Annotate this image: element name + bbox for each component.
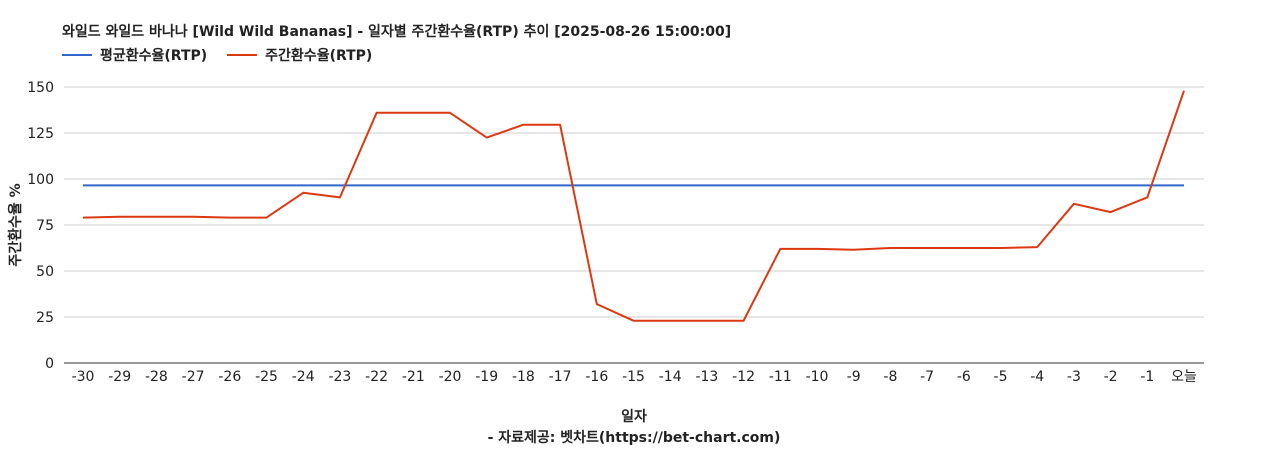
x-tick-label: -10 (806, 369, 829, 385)
series-lines (82, 90, 1185, 322)
legend-label-average: 평균환수율(RTP) (100, 48, 208, 64)
x-axis-ticks: -30 -29 -28 -27 -26 -25 -24 -23 -22 -21 -20 -19 -18-… (72, 369, 1197, 385)
legend-swatch-weekly (227, 54, 258, 56)
legend-item-average[interactable]: 평균환수율(RTP) (62, 45, 207, 65)
x-tick-label: -17 (549, 369, 572, 385)
chart-legend: 평균환수율(RTP) 주간환수율(RTP) (62, 45, 392, 65)
x-tick-label: -2 (1104, 369, 1118, 385)
x-axis-title: 일자 (621, 409, 647, 425)
x-tick-label: -16 (585, 369, 608, 385)
x-tick-label: -5 (994, 369, 1008, 385)
x-tick-label: -30 (72, 369, 95, 385)
x-tick-label: -28 (145, 369, 168, 385)
x-tick-label: -4 (1030, 369, 1044, 385)
x-tick-label: -9 (847, 369, 861, 385)
x-tick-label: -23 (328, 369, 351, 385)
x-tick-label: -20 (439, 369, 462, 385)
x-tick-label: -6 (957, 369, 971, 385)
x-tick-label: -24 (292, 369, 315, 385)
x-tick-label: -25 (255, 369, 278, 385)
x-tick-label: -29 (108, 369, 131, 385)
y-axis-title: 주간환수율 % (7, 183, 24, 266)
x-tick-label: -7 (920, 369, 934, 385)
y-tick-label: 125 (27, 126, 54, 142)
x-tick-label: -18 (512, 369, 535, 385)
x-tick-label: -3 (1067, 369, 1081, 385)
x-tick-label: -26 (218, 369, 241, 385)
x-tick-label: -21 (402, 369, 425, 385)
y-axis-ticks: 0 25 50 75 100 125 150 (27, 80, 54, 372)
x-tick-label: -1 (1140, 369, 1154, 385)
grid-lines (64, 86, 1204, 318)
x-tick-label: -22 (365, 369, 388, 385)
y-tick-label: 100 (27, 172, 54, 188)
x-tick-label: -15 (622, 369, 645, 385)
legend-item-weekly[interactable]: 주간환수율(RTP) (227, 45, 372, 65)
legend-label-weekly: 주간환수율(RTP) (265, 48, 373, 64)
x-tick-label: 오늘 (1171, 369, 1197, 385)
x-tick-label: -19 (475, 369, 498, 385)
x-tick-label: -27 (182, 369, 205, 385)
x-tick-label: -14 (659, 369, 682, 385)
legend-swatch-average (62, 54, 92, 56)
y-tick-label: 75 (36, 218, 54, 234)
x-tick-label: -11 (769, 369, 792, 385)
x-tick-label: -12 (732, 369, 755, 385)
data-points (82, 89, 1185, 321)
source-credit: - 자료제공: 벳차트(https://bet-chart.com) (488, 429, 781, 446)
y-tick-label: 25 (36, 310, 54, 326)
y-tick-label: 0 (45, 356, 54, 372)
x-tick-label: -8 (883, 369, 897, 385)
x-tick-label: -13 (695, 369, 718, 385)
series-line-1 (82, 90, 1185, 322)
y-tick-label: 150 (27, 80, 54, 96)
y-tick-label: 50 (36, 264, 54, 280)
chart-title: 와일드 와일드 바나나 [Wild Wild Bananas] - 일자별 주간… (62, 24, 732, 40)
